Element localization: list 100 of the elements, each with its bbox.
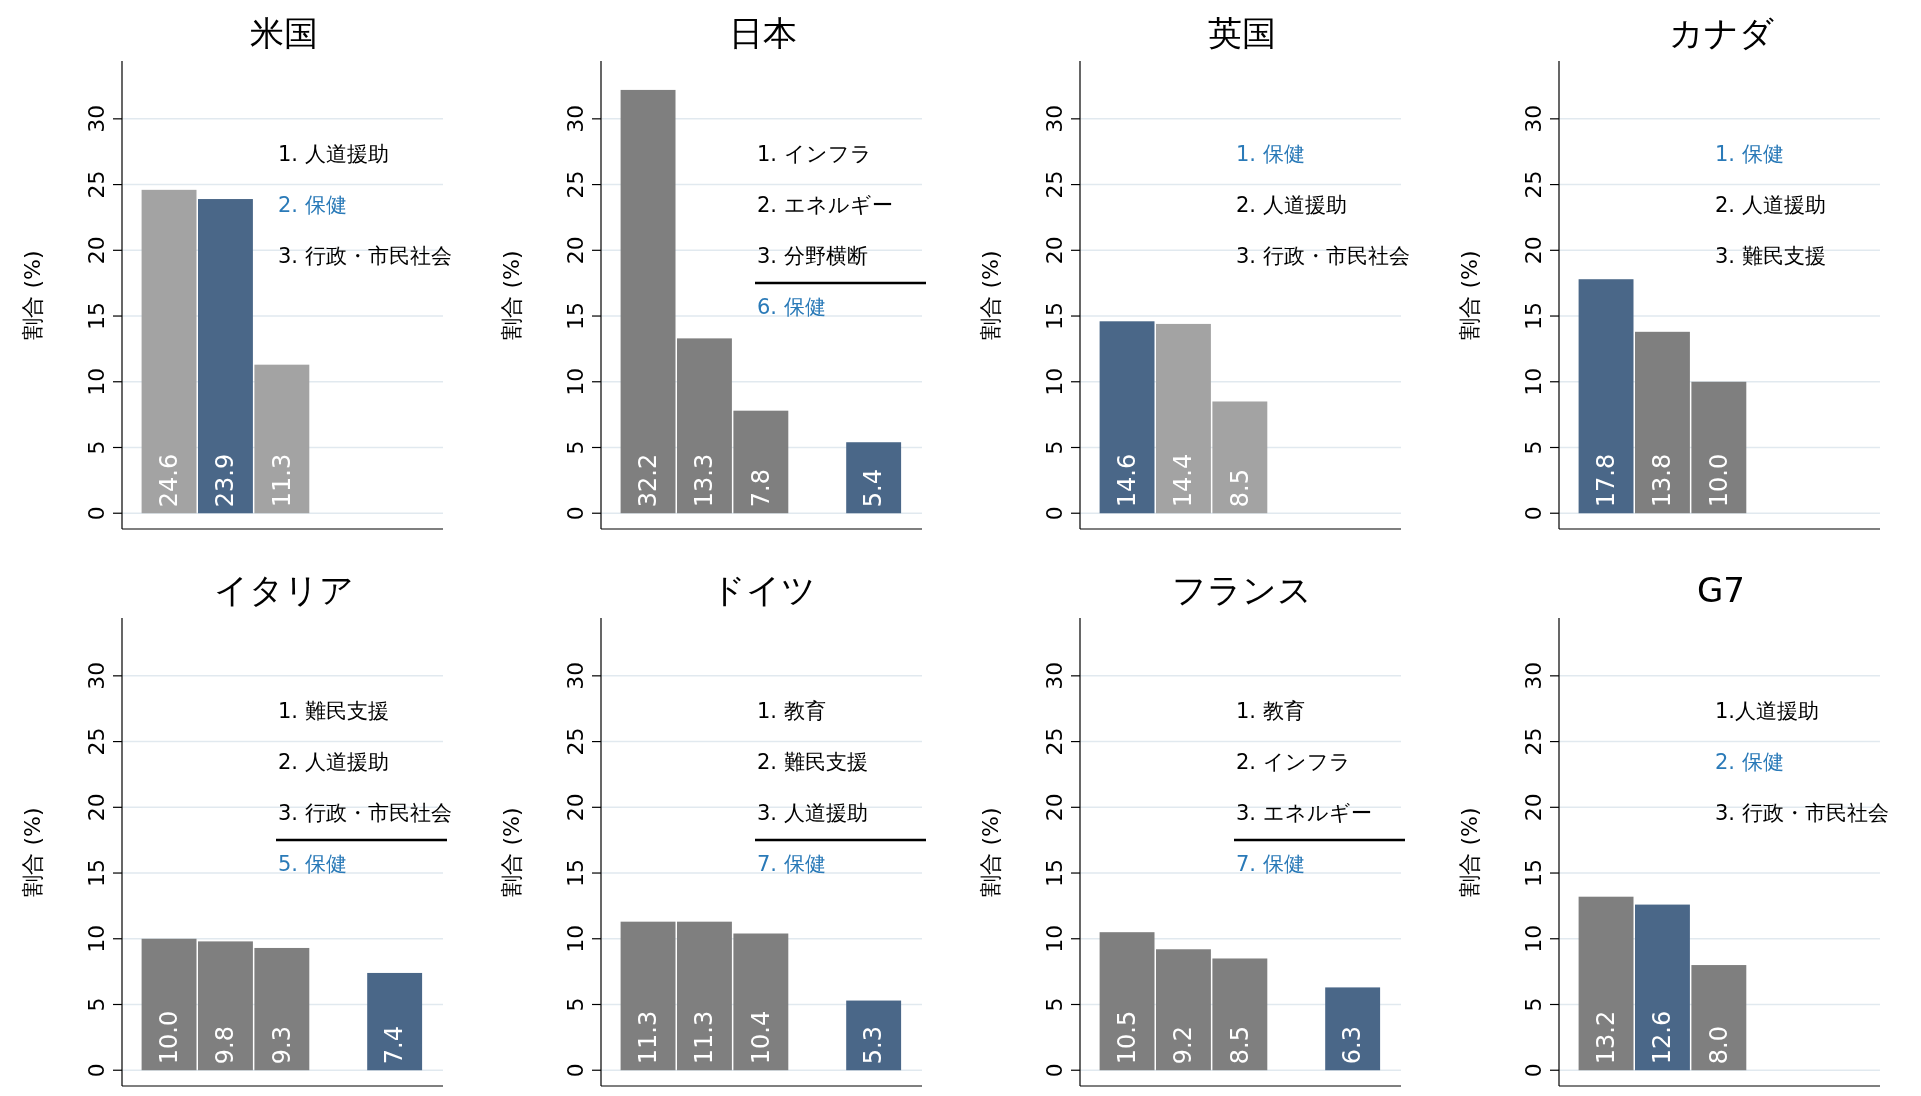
y-tick-label: 10 xyxy=(563,924,588,953)
y-tick-label: 25 xyxy=(1521,170,1546,199)
y-tick-label: 0 xyxy=(1521,1063,1546,1078)
y-tick-label: 25 xyxy=(1042,170,1067,199)
y-tick-label: 0 xyxy=(1521,506,1546,521)
y-axis-title: 割合 (%) xyxy=(499,807,524,897)
y-tick-label: 20 xyxy=(1042,236,1067,265)
y-tick-label: 20 xyxy=(563,236,588,265)
annotation: 7. 保健 xyxy=(1236,852,1305,876)
y-tick-label: 15 xyxy=(563,302,588,331)
y-tick-label: 20 xyxy=(84,793,109,822)
data-label: 12.6 xyxy=(1648,1010,1677,1065)
annotation: 1. インフラ xyxy=(757,142,872,166)
data-label: 13.8 xyxy=(1648,453,1677,508)
y-tick-label: 5 xyxy=(1521,440,1546,455)
y-tick-label: 25 xyxy=(84,727,109,756)
data-label: 13.2 xyxy=(1591,1010,1620,1065)
y-tick-label: 0 xyxy=(84,1063,109,1078)
data-label: 14.4 xyxy=(1169,453,1198,508)
data-label: 11.3 xyxy=(690,1010,719,1065)
data-label: 10.5 xyxy=(1112,1010,1141,1065)
y-tick-label: 25 xyxy=(1521,727,1546,756)
y-tick-label: 5 xyxy=(84,997,109,1012)
annotation: 2. 人道援助 xyxy=(278,750,389,774)
annotation: 3. エネルギー xyxy=(1236,801,1372,825)
y-tick-label: 10 xyxy=(1042,924,1067,953)
chart-title: カナダ xyxy=(1668,13,1774,53)
y-tick-label: 20 xyxy=(1521,236,1546,265)
chart-title: 日本 xyxy=(729,13,797,53)
bar xyxy=(141,189,197,514)
y-tick-label: 30 xyxy=(1521,104,1546,133)
y-tick-label: 0 xyxy=(1042,506,1067,521)
y-tick-label: 10 xyxy=(1521,367,1546,396)
bar xyxy=(846,442,902,514)
data-label: 11.3 xyxy=(267,453,296,508)
data-label: 9.8 xyxy=(211,1026,240,1065)
y-tick-label: 30 xyxy=(1042,104,1067,133)
y-tick-label: 0 xyxy=(563,506,588,521)
y-tick-label: 30 xyxy=(563,661,588,690)
bar xyxy=(367,972,423,1071)
annotation: 1. 教育 xyxy=(757,699,826,723)
y-axis-title: 割合 (%) xyxy=(978,807,1003,897)
annotation: 2. インフラ xyxy=(1236,750,1351,774)
annotation: 2. 難民支援 xyxy=(757,750,868,774)
y-tick-label: 15 xyxy=(1042,859,1067,888)
data-label: 13.3 xyxy=(690,453,719,508)
y-tick-label: 5 xyxy=(84,440,109,455)
annotation: 2. 保健 xyxy=(1715,750,1784,774)
bar xyxy=(1325,987,1381,1071)
y-tick-label: 15 xyxy=(1521,859,1546,888)
chart-title: G7 xyxy=(1697,570,1745,610)
y-tick-label: 15 xyxy=(563,859,588,888)
annotation: 2. 人道援助 xyxy=(1715,193,1826,217)
data-label: 24.6 xyxy=(154,453,183,508)
chart-title: フランス xyxy=(1172,570,1312,610)
bar xyxy=(1578,896,1634,1071)
y-tick-label: 20 xyxy=(1521,793,1546,822)
y-tick-label: 10 xyxy=(563,367,588,396)
y-tick-label: 15 xyxy=(84,302,109,331)
data-label: 6.3 xyxy=(1338,1026,1367,1065)
bar xyxy=(254,364,310,514)
annotation: 3. 分野横断 xyxy=(757,244,868,268)
data-label: 9.3 xyxy=(267,1026,296,1065)
chart-title: 米国 xyxy=(250,13,318,53)
data-label: 10.4 xyxy=(746,1010,775,1065)
y-tick-label: 5 xyxy=(1521,997,1546,1012)
data-label: 7.8 xyxy=(746,469,775,508)
y-tick-label: 20 xyxy=(563,793,588,822)
bar xyxy=(1635,904,1690,1071)
y-tick-label: 5 xyxy=(563,440,588,455)
y-axis-title: 割合 (%) xyxy=(499,250,524,340)
y-tick-label: 20 xyxy=(1042,793,1067,822)
y-tick-label: 10 xyxy=(1042,367,1067,396)
y-axis-title: 割合 (%) xyxy=(20,807,45,897)
y-tick-label: 10 xyxy=(1521,924,1546,953)
y-tick-label: 15 xyxy=(84,859,109,888)
y-tick-label: 30 xyxy=(1521,661,1546,690)
data-label: 5.4 xyxy=(859,469,888,508)
annotation: 1. 保健 xyxy=(1236,142,1305,166)
data-label: 5.3 xyxy=(859,1026,888,1065)
bar xyxy=(1578,279,1634,514)
y-axis-title: 割合 (%) xyxy=(20,250,45,340)
y-tick-label: 30 xyxy=(563,104,588,133)
y-tick-label: 15 xyxy=(1521,302,1546,331)
y-tick-label: 25 xyxy=(1042,727,1067,756)
y-axis-title: 割合 (%) xyxy=(1457,250,1482,340)
annotation: 1. 難民支援 xyxy=(278,699,389,723)
data-label: 7.4 xyxy=(380,1026,409,1065)
data-label: 9.2 xyxy=(1169,1026,1198,1065)
y-tick-label: 0 xyxy=(563,1063,588,1078)
y-tick-label: 25 xyxy=(563,727,588,756)
annotation: 1.人道援助 xyxy=(1715,699,1820,723)
annotation: 1. 保健 xyxy=(1715,142,1784,166)
y-axis-title: 割合 (%) xyxy=(1457,807,1482,897)
annotation: 6. 保健 xyxy=(757,295,826,319)
bar xyxy=(198,199,253,514)
y-tick-label: 5 xyxy=(1042,997,1067,1012)
annotation: 1. 人道援助 xyxy=(278,142,389,166)
bar xyxy=(1691,965,1747,1071)
data-label: 11.3 xyxy=(633,1010,662,1065)
